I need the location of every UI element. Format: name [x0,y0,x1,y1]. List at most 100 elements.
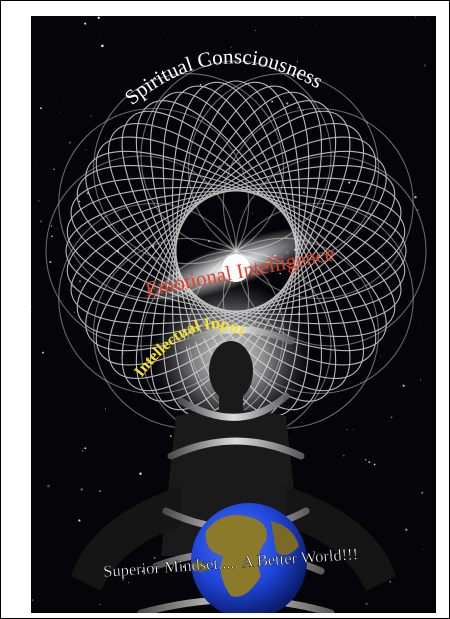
light-burst-core [222,254,250,282]
star [41,351,44,354]
star [78,200,81,203]
star [390,221,392,223]
mesh-ring [66,186,406,316]
star [51,235,53,238]
star [414,196,417,199]
star [218,164,221,168]
star [296,107,299,109]
star [426,602,428,604]
star [208,240,210,242]
star [286,102,289,105]
star [389,581,391,583]
star [128,326,131,329]
star [342,454,345,457]
star [391,416,393,418]
star [184,69,186,71]
star [191,176,194,179]
mesh-circle [222,107,414,300]
star [127,581,129,583]
star [139,472,142,475]
star [226,164,228,167]
star [353,429,354,430]
star [36,162,37,163]
star [364,458,367,461]
star [141,570,144,573]
star [199,83,202,86]
star [405,528,408,531]
mesh-circle [58,202,250,395]
star [40,220,42,223]
earth-globe [191,503,307,613]
star [423,64,426,67]
mesh-circle [222,202,414,395]
star [283,66,285,69]
star [348,181,351,184]
star [368,461,371,464]
star [379,355,381,357]
star [56,227,58,229]
star [62,541,63,543]
star [73,311,76,314]
star [419,379,422,381]
star [49,261,52,264]
star [187,164,189,166]
star [105,408,106,410]
star [85,149,87,151]
star [281,75,283,76]
star [101,44,104,48]
star [90,115,92,117]
star [97,16,100,19]
star [51,225,53,227]
star [366,121,368,124]
star [31,599,34,601]
star [122,579,124,581]
star [301,17,303,19]
star [176,165,178,167]
star [302,191,306,194]
star [417,209,419,211]
star [78,519,81,522]
star [142,225,144,228]
star [296,60,299,63]
star [402,384,405,387]
star [392,355,394,356]
poster-image: Spiritual Consciousness Emotional Intell… [31,16,436,613]
star [315,24,317,26]
star [39,107,42,110]
star [279,272,281,275]
star [59,112,60,113]
star [37,200,40,202]
star [302,109,304,112]
star [84,22,87,25]
star [99,490,101,493]
star [208,59,211,63]
star [252,212,253,214]
star [422,548,424,550]
star [149,89,151,91]
star [182,565,186,568]
star [78,279,82,283]
star [355,261,357,263]
star [99,38,100,39]
star [131,304,132,305]
star [84,447,87,450]
star [142,365,144,366]
star [47,484,50,488]
star [350,97,352,98]
star [360,381,362,384]
star [346,429,348,431]
star [69,141,72,144]
star [255,29,257,31]
star [164,32,166,33]
star [99,603,101,606]
star [80,488,83,491]
star [365,602,368,605]
star [230,46,232,48]
star [194,148,196,150]
star [153,557,156,559]
star [267,279,269,280]
star [427,18,428,20]
star [31,306,32,308]
star [167,77,170,80]
